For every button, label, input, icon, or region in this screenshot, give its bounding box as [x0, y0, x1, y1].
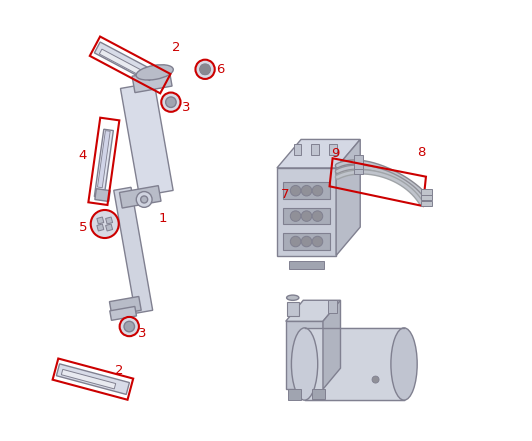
Polygon shape — [95, 189, 110, 202]
Polygon shape — [97, 217, 104, 224]
Polygon shape — [277, 168, 336, 255]
Text: 9: 9 — [331, 147, 339, 160]
Circle shape — [120, 317, 139, 336]
Polygon shape — [294, 144, 302, 155]
Circle shape — [290, 236, 301, 247]
Polygon shape — [283, 233, 330, 250]
Polygon shape — [94, 129, 113, 198]
Text: 3: 3 — [138, 327, 146, 340]
Ellipse shape — [136, 65, 173, 80]
Circle shape — [161, 93, 180, 112]
Circle shape — [372, 376, 379, 383]
Polygon shape — [106, 217, 113, 224]
Polygon shape — [120, 82, 173, 196]
Polygon shape — [287, 302, 299, 316]
Circle shape — [195, 60, 215, 79]
Circle shape — [301, 236, 312, 247]
Circle shape — [301, 211, 312, 221]
Circle shape — [136, 191, 152, 207]
Polygon shape — [200, 65, 210, 74]
Polygon shape — [97, 131, 110, 188]
Ellipse shape — [287, 295, 299, 300]
Polygon shape — [311, 144, 319, 155]
Text: 6: 6 — [217, 63, 225, 76]
Polygon shape — [120, 186, 161, 208]
Polygon shape — [304, 328, 404, 400]
Ellipse shape — [292, 328, 318, 400]
Polygon shape — [283, 183, 330, 199]
Polygon shape — [106, 224, 113, 231]
Ellipse shape — [391, 328, 417, 400]
Polygon shape — [97, 224, 104, 231]
Text: 4: 4 — [78, 149, 87, 162]
Polygon shape — [56, 364, 129, 394]
Circle shape — [91, 210, 119, 238]
Circle shape — [312, 236, 323, 247]
Circle shape — [312, 186, 323, 196]
Polygon shape — [328, 300, 337, 313]
Circle shape — [301, 186, 312, 196]
Polygon shape — [421, 189, 433, 194]
Circle shape — [290, 211, 301, 221]
Polygon shape — [421, 195, 433, 200]
Circle shape — [290, 186, 301, 196]
Polygon shape — [94, 42, 166, 88]
Polygon shape — [114, 187, 153, 313]
Text: 2: 2 — [115, 364, 123, 377]
Polygon shape — [110, 296, 141, 315]
Polygon shape — [421, 201, 433, 206]
Polygon shape — [99, 49, 152, 81]
Polygon shape — [312, 389, 325, 399]
Text: 1: 1 — [159, 212, 167, 225]
Circle shape — [165, 97, 176, 108]
Polygon shape — [132, 70, 172, 93]
Circle shape — [200, 64, 210, 75]
Circle shape — [124, 321, 135, 332]
Polygon shape — [286, 300, 340, 321]
Text: 5: 5 — [79, 221, 87, 235]
Circle shape — [140, 196, 148, 203]
Polygon shape — [354, 161, 363, 169]
Polygon shape — [283, 208, 330, 224]
Polygon shape — [336, 139, 360, 255]
Polygon shape — [277, 139, 360, 168]
Polygon shape — [329, 144, 337, 155]
Polygon shape — [286, 321, 323, 389]
Polygon shape — [289, 261, 325, 269]
Polygon shape — [323, 300, 340, 389]
Polygon shape — [354, 166, 363, 174]
Text: 2: 2 — [172, 41, 180, 54]
Polygon shape — [288, 389, 301, 400]
Circle shape — [312, 211, 323, 221]
Polygon shape — [110, 306, 137, 320]
Text: 7: 7 — [281, 188, 290, 201]
Polygon shape — [354, 155, 363, 163]
Text: 3: 3 — [182, 101, 190, 114]
Polygon shape — [61, 370, 115, 389]
Text: 8: 8 — [417, 146, 426, 159]
